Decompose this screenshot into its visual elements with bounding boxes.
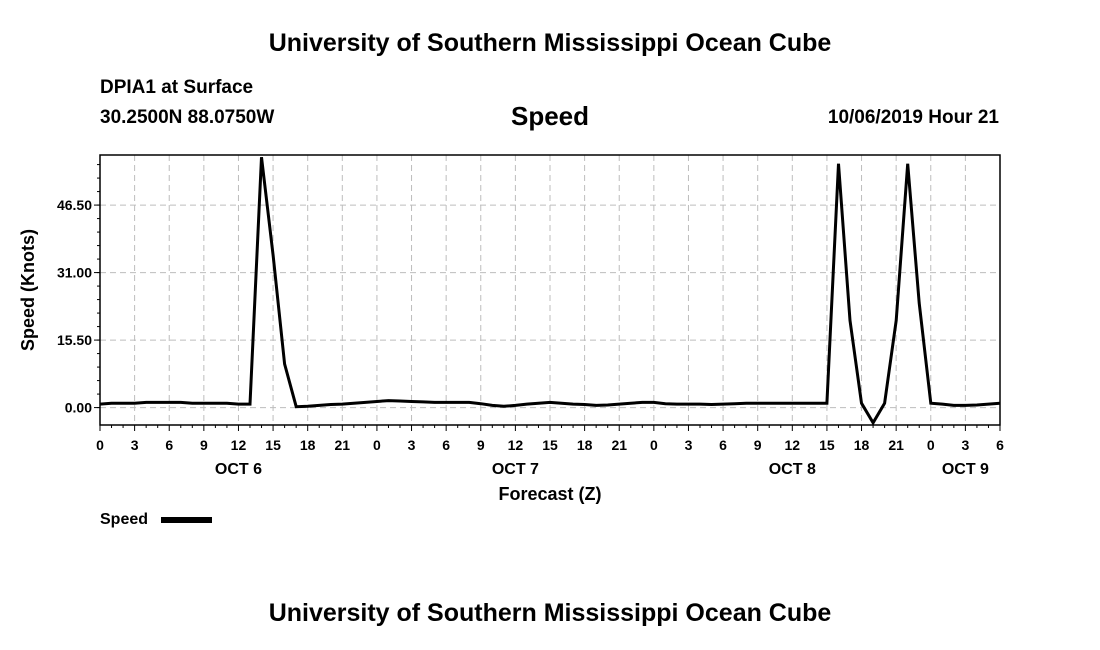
page-title: University of Southern Mississippi Ocean… xyxy=(268,29,832,57)
x-tick-label: 21 xyxy=(335,437,351,453)
x-tick-label: 0 xyxy=(96,437,104,453)
chart-title: Speed xyxy=(510,101,590,131)
speed-chart: 0.00 15.50 31.00 46.50 0 3 6 9 12 15 18 21 0 3 6 9 12 15… xyxy=(18,154,1004,528)
y-tick-label: 0.00 xyxy=(65,400,92,416)
day-label: OCT 7 xyxy=(492,461,539,478)
y-tick-label: 15.50 xyxy=(57,332,92,348)
legend-swatch xyxy=(161,517,212,523)
y-tick-label: 31.00 xyxy=(57,265,92,281)
x-tick-label: 12 xyxy=(231,437,247,453)
x-tick-label: 6 xyxy=(442,437,450,453)
footer-title: University of Southern Mississippi Ocean… xyxy=(268,599,832,627)
x-tick-label: 9 xyxy=(200,437,208,453)
x-tick-label: 15 xyxy=(542,437,558,453)
x-tick-label: 0 xyxy=(373,437,381,453)
x-tick-label: 6 xyxy=(719,437,727,453)
x-tick-label: 0 xyxy=(650,437,658,453)
x-tick-label: 0 xyxy=(927,437,935,453)
x-axis: 0 3 6 9 12 15 18 21 0 3 6 9 12 15 18 21 0 3 6 9 12 15 18 21 0 3 6 xyxy=(96,425,1004,453)
x-tick-label: 3 xyxy=(961,437,969,453)
x-tick-label: 9 xyxy=(754,437,762,453)
day-labels: OCT 6 OCT 7 OCT 8 OCT 9 xyxy=(215,461,989,478)
day-label: OCT 9 xyxy=(942,461,989,478)
x-tick-label: 6 xyxy=(165,437,173,453)
y-tick-label: 46.50 xyxy=(57,197,92,213)
x-tick-label: 9 xyxy=(477,437,485,453)
x-tick-label: 15 xyxy=(819,437,835,453)
day-label: OCT 6 xyxy=(215,461,262,478)
x-tick-label: 3 xyxy=(408,437,416,453)
day-label: OCT 8 xyxy=(769,461,816,478)
x-tick-label: 18 xyxy=(300,437,316,453)
x-tick-label: 15 xyxy=(265,437,281,453)
x-tick-label: 18 xyxy=(854,437,870,453)
x-tick-label: 6 xyxy=(996,437,1004,453)
x-tick-label: 21 xyxy=(888,437,904,453)
legend-label: Speed xyxy=(100,511,148,528)
chart-grid xyxy=(100,155,1000,425)
x-tick-label: 12 xyxy=(508,437,524,453)
x-tick-label: 12 xyxy=(785,437,801,453)
forecast-timestamp: 10/06/2019 Hour 21 xyxy=(827,107,999,128)
x-tick-label: 21 xyxy=(611,437,627,453)
station-coordinates: 30.2500N 88.0750W xyxy=(100,107,275,128)
y-axis-label: Speed (Knots) xyxy=(18,229,38,351)
y-axis: 0.00 15.50 31.00 46.50 xyxy=(57,164,100,416)
series-line-speed xyxy=(99,157,1001,426)
chart-series xyxy=(99,157,1001,426)
x-tick-label: 3 xyxy=(685,437,693,453)
x-tick-label: 18 xyxy=(577,437,593,453)
x-axis-label: Forecast (Z) xyxy=(498,484,601,504)
station-name: DPIA1 at Surface xyxy=(100,77,254,98)
x-tick-label: 3 xyxy=(131,437,139,453)
